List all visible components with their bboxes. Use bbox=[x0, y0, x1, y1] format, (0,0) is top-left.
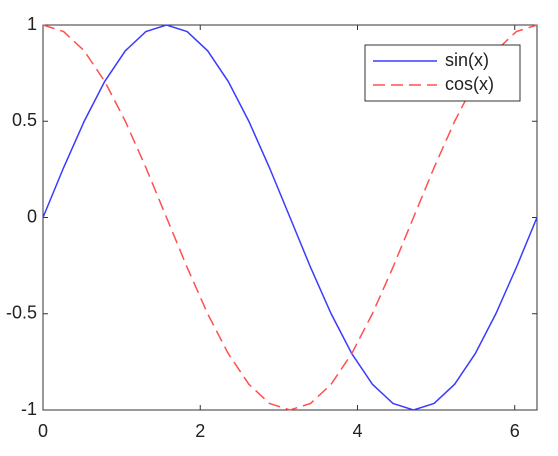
legend-label: cos(x) bbox=[445, 74, 494, 94]
legend-label: sin(x) bbox=[445, 50, 489, 70]
y-tick-label: -1 bbox=[21, 399, 37, 419]
x-tick-label: 4 bbox=[352, 421, 362, 441]
x-tick-label: 6 bbox=[510, 421, 520, 441]
y-tick-label: -0.5 bbox=[6, 303, 37, 323]
legend-box bbox=[364, 44, 521, 102]
line-series bbox=[42, 24, 538, 411]
y-tick-label: 0 bbox=[27, 206, 37, 226]
x-tick-label: 0 bbox=[38, 421, 48, 441]
y-tick-label: 0.5 bbox=[12, 110, 37, 130]
line-series bbox=[42, 24, 538, 411]
y-tick-label: 1 bbox=[27, 14, 37, 34]
x-tick-label: 2 bbox=[195, 421, 205, 441]
